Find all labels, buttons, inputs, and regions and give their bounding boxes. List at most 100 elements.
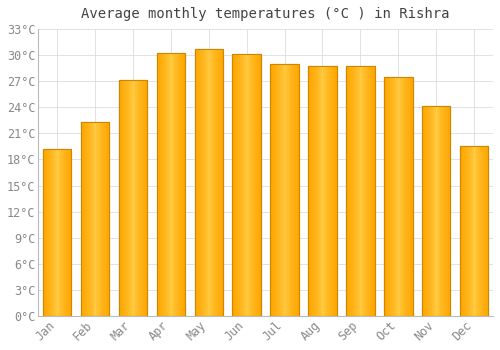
Bar <box>460 146 488 316</box>
Bar <box>437 106 438 316</box>
Bar <box>424 106 425 316</box>
Bar <box>210 49 211 316</box>
Bar <box>81 122 110 316</box>
Bar <box>464 146 465 316</box>
Bar <box>203 49 204 316</box>
Bar <box>394 77 396 316</box>
Bar <box>86 122 88 316</box>
Bar <box>349 65 350 316</box>
Bar <box>484 146 485 316</box>
Bar <box>400 77 401 316</box>
Bar <box>134 80 135 316</box>
Bar <box>386 77 387 316</box>
Bar <box>57 149 58 316</box>
Bar <box>178 54 180 316</box>
Bar <box>292 64 293 316</box>
Bar <box>435 106 436 316</box>
Bar <box>390 77 391 316</box>
Bar <box>387 77 388 316</box>
Bar <box>362 65 363 316</box>
Bar <box>361 65 362 316</box>
Bar <box>255 54 256 316</box>
Bar <box>121 80 122 316</box>
Bar <box>308 65 336 316</box>
Bar <box>298 64 299 316</box>
Bar <box>218 49 220 316</box>
Bar <box>402 77 404 316</box>
Bar <box>244 54 246 316</box>
Bar <box>145 80 146 316</box>
Bar <box>104 122 105 316</box>
Bar <box>90 122 91 316</box>
Bar <box>142 80 143 316</box>
Bar <box>68 149 70 316</box>
Bar <box>373 65 374 316</box>
Bar <box>53 149 54 316</box>
Bar <box>431 106 432 316</box>
Bar <box>294 64 296 316</box>
Bar <box>159 54 160 316</box>
Bar <box>43 149 72 316</box>
Bar <box>466 146 467 316</box>
Bar <box>196 49 198 316</box>
Bar <box>332 65 333 316</box>
Bar <box>367 65 368 316</box>
Bar <box>476 146 477 316</box>
Bar <box>273 64 274 316</box>
Bar <box>479 146 480 316</box>
Bar <box>64 149 65 316</box>
Bar <box>397 77 398 316</box>
Bar <box>283 64 284 316</box>
Bar <box>250 54 251 316</box>
Bar <box>469 146 470 316</box>
Bar <box>66 149 67 316</box>
Bar <box>105 122 106 316</box>
Bar <box>246 54 248 316</box>
Bar <box>438 106 439 316</box>
Bar <box>249 54 250 316</box>
Bar <box>368 65 369 316</box>
Bar <box>388 77 389 316</box>
Bar <box>199 49 200 316</box>
Bar <box>132 80 133 316</box>
Bar <box>259 54 260 316</box>
Bar <box>288 64 289 316</box>
Bar <box>248 54 249 316</box>
Bar <box>470 146 472 316</box>
Bar <box>346 65 347 316</box>
Bar <box>156 54 158 316</box>
Bar <box>396 77 397 316</box>
Bar <box>318 65 319 316</box>
Bar <box>65 149 66 316</box>
Bar <box>401 77 402 316</box>
Bar <box>171 54 172 316</box>
Bar <box>460 146 462 316</box>
Bar <box>140 80 141 316</box>
Bar <box>472 146 474 316</box>
Bar <box>282 64 283 316</box>
Bar <box>120 80 121 316</box>
Bar <box>254 54 255 316</box>
Bar <box>411 77 412 316</box>
Bar <box>486 146 487 316</box>
Bar <box>346 65 374 316</box>
Bar <box>253 54 254 316</box>
Bar <box>211 49 212 316</box>
Bar <box>170 54 171 316</box>
Bar <box>271 64 272 316</box>
Bar <box>131 80 132 316</box>
Bar <box>119 80 147 316</box>
Bar <box>122 80 123 316</box>
Bar <box>356 65 357 316</box>
Bar <box>462 146 464 316</box>
Bar <box>100 122 101 316</box>
Bar <box>312 65 314 316</box>
Bar <box>47 149 48 316</box>
Bar <box>358 65 359 316</box>
Bar <box>62 149 63 316</box>
Bar <box>369 65 370 316</box>
Bar <box>209 49 210 316</box>
Bar <box>293 64 294 316</box>
Bar <box>84 122 85 316</box>
Bar <box>107 122 108 316</box>
